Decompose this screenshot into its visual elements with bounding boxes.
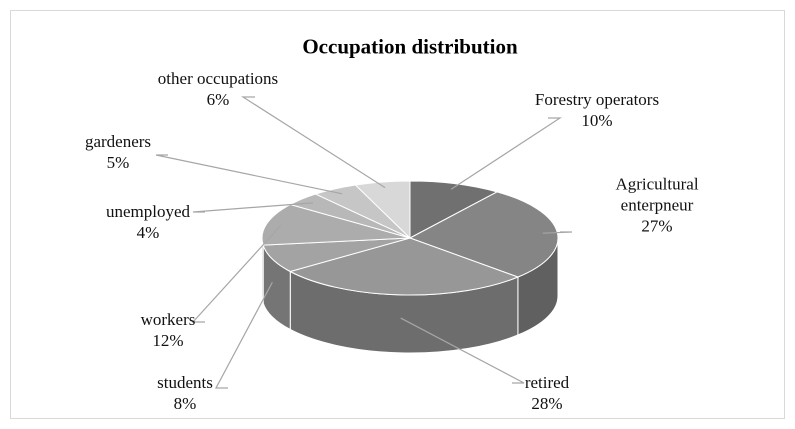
data-label: Forestry operators 10%	[532, 89, 662, 131]
value-label: 10%	[581, 111, 613, 130]
value-label: 8%	[173, 394, 197, 413]
leader-line	[542, 231, 573, 234]
category-label: workers	[140, 310, 196, 329]
slice	[288, 237, 520, 296]
leader-line	[240, 96, 386, 189]
category-label: gardeners	[84, 132, 152, 151]
category-label: Agricultural enterpneur	[615, 174, 699, 215]
leader-line	[155, 154, 343, 195]
value-label: 4%	[136, 223, 160, 242]
data-label: gardeners 5%	[53, 131, 183, 173]
leader-line	[400, 317, 525, 384]
data-label: other occupations 6%	[153, 68, 283, 110]
slice	[261, 203, 411, 246]
value-label: 27%	[641, 216, 673, 236]
chart-title: Occupation distribution	[302, 34, 518, 59]
data-label: retired 28%	[482, 372, 612, 414]
value-label: 6%	[206, 90, 230, 109]
category-label: retired	[524, 373, 570, 392]
data-label: workers 12%	[103, 309, 233, 351]
data-label: Agricultural enterpneur 27%	[592, 174, 722, 237]
category-label: other occupations	[157, 69, 279, 88]
chart-border	[10, 10, 785, 419]
value-label: 28%	[531, 394, 563, 413]
data-label: unemployed 4%	[83, 201, 213, 243]
value-label: 12%	[152, 331, 184, 350]
category-label: students	[157, 373, 213, 392]
leader-line	[192, 202, 313, 213]
leader-line	[191, 224, 282, 323]
slice	[409, 180, 499, 239]
category-label: unemployed	[105, 202, 191, 221]
slice	[354, 180, 411, 240]
leader-line	[215, 281, 273, 389]
leader-line	[450, 117, 563, 190]
data-label: students 8%	[120, 372, 250, 414]
slice-side	[261, 237, 264, 304]
value-label: 5%	[106, 153, 130, 172]
category-label: Forestry operators	[534, 90, 660, 109]
